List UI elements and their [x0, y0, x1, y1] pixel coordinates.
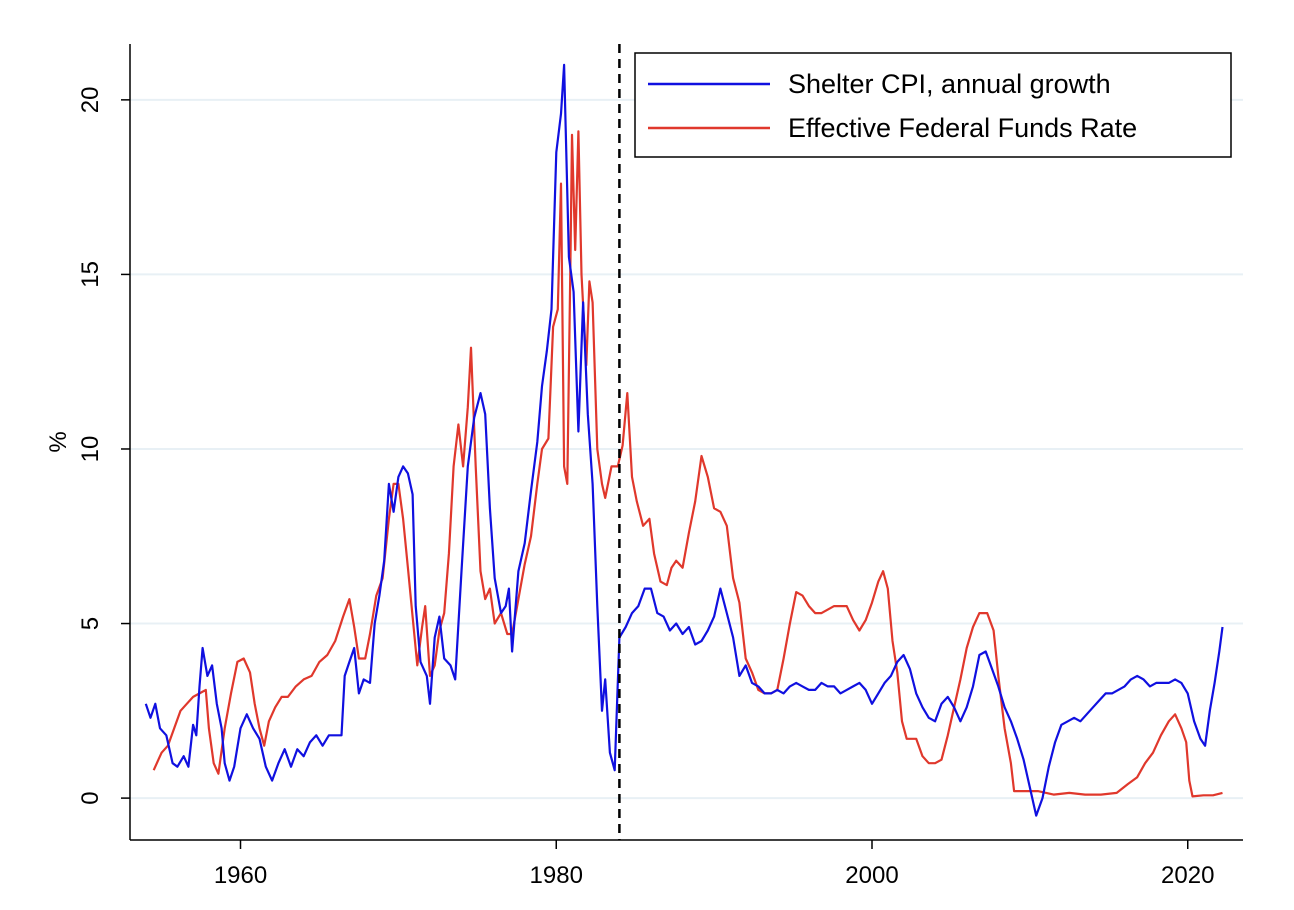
- x-tick-label: 1960: [214, 862, 267, 889]
- series-line-fed-funds: [152, 130, 1223, 798]
- legend-entry-label: Effective Federal Funds Rate: [788, 113, 1137, 143]
- series-layer: [144, 63, 1224, 817]
- y-tick-label: 5: [77, 617, 104, 630]
- legend-entry-label: Shelter CPI, annual growth: [788, 69, 1111, 99]
- gridlines: [130, 98, 1243, 800]
- axes: [129, 44, 1243, 841]
- y-tick-label: 0: [77, 791, 104, 804]
- y-tick-label: 10: [77, 436, 104, 463]
- y-tick-label: 15: [77, 261, 104, 288]
- legend: Shelter CPI, annual growth Effective Fede…: [634, 52, 1232, 158]
- legend-box: [634, 52, 1232, 158]
- x-tick-label: 2020: [1161, 862, 1214, 889]
- x-tick-label: 1980: [530, 862, 583, 889]
- y-ticks: 0 5 10 15 20: [77, 87, 130, 805]
- series-line-shelter-cpi: [144, 63, 1224, 817]
- y-axis-label: %: [45, 431, 72, 452]
- y-tick-label: 20: [77, 87, 104, 114]
- x-tick-label: 2000: [845, 862, 898, 889]
- x-ticks: 1960 1980 2000 2020: [214, 840, 1214, 889]
